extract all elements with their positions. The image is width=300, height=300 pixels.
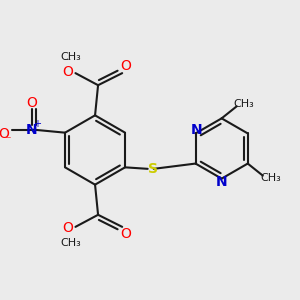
Text: +: + — [33, 119, 41, 129]
Text: O: O — [120, 58, 130, 73]
Text: ⁻: ⁻ — [4, 135, 11, 148]
Text: CH₃: CH₃ — [61, 52, 81, 61]
Text: CH₃: CH₃ — [260, 173, 281, 183]
Text: O: O — [62, 64, 74, 79]
Text: N: N — [216, 175, 227, 189]
Text: O: O — [0, 127, 10, 141]
Text: CH₃: CH₃ — [61, 238, 81, 248]
Text: O: O — [26, 96, 37, 110]
Text: methyl: methyl — [66, 59, 71, 61]
Text: S: S — [148, 162, 158, 176]
Text: O: O — [120, 227, 130, 242]
Text: N: N — [26, 123, 38, 137]
Text: N: N — [191, 123, 203, 137]
Text: CH₃: CH₃ — [234, 99, 255, 109]
Text: methyl: methyl — [64, 59, 70, 60]
Text: O: O — [62, 221, 74, 236]
